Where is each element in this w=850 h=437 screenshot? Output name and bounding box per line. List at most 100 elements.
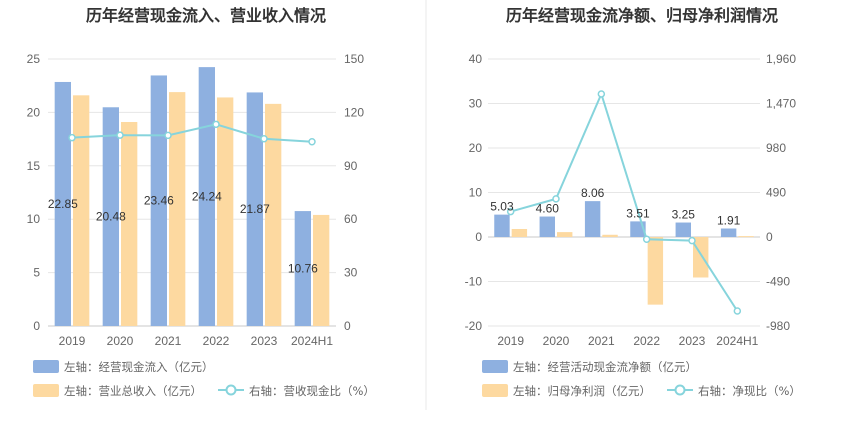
chart-1-data-label: 21.87 — [240, 202, 270, 216]
chart-2-right-tick-label: 980 — [766, 141, 786, 155]
chart-2-x-tick-label: 2022 — [633, 334, 660, 348]
chart-1-gridlines — [48, 58, 336, 327]
chart-2-data-label: 1.91 — [717, 214, 741, 228]
chart-1-ratio-point[interactable] — [260, 134, 268, 143]
chart-2-right-axis: -980 -490 0 490 980 1,470 1,960 — [766, 52, 796, 333]
chart-1-bar-secondary[interactable] — [169, 92, 186, 326]
chart-1: 历年经营现金流入、营业收入情况 0 5 10 15 20 25 0 30 60 90 120 150… — [27, 6, 375, 398]
chart-2-x-tick-label: 2024H1 — [716, 334, 758, 348]
chart-1-right-tick-label: 150 — [344, 52, 364, 66]
chart-1-ratio-line — [71, 123, 313, 143]
legend-label-revenue: 左轴：营业总收入（亿元） — [64, 384, 202, 398]
chart-2-bar-primary[interactable] — [584, 201, 601, 237]
chart-2-gridlines — [488, 58, 760, 327]
legend-item-net-cash-ratio[interactable]: 右轴：净现比（%） — [667, 384, 801, 398]
chart-2: 历年经营现金流净额、归母净利润情况 -20 -10 0 10 20 30 40 -980 -4… — [465, 6, 801, 398]
chart-1-left-tick-label: 10 — [27, 212, 41, 226]
chart-2-bar-secondary[interactable] — [511, 228, 528, 237]
legend-item-revenue[interactable]: 左轴：营业总收入（亿元） — [33, 384, 202, 398]
chart-2-right-tick-label: 1,470 — [766, 97, 796, 111]
legend-marker-cash-revenue-ratio — [225, 384, 237, 396]
chart-1-bar-secondary[interactable] — [73, 95, 90, 326]
chart-1-left-tick-label: 0 — [33, 319, 40, 333]
chart-1-bar-secondary[interactable] — [121, 122, 138, 327]
legend-swatch-revenue — [33, 384, 59, 397]
chart-1-bar-secondary[interactable] — [217, 97, 234, 326]
chart-1-ratio-point[interactable] — [212, 120, 220, 129]
chart-1-x-axis: 2019 2020 2021 2022 2023 2024H1 — [59, 334, 334, 348]
chart-2-right-tick-label: -980 — [766, 319, 790, 333]
chart-2-bar-secondary[interactable] — [602, 234, 618, 237]
chart-1-bar-primary[interactable] — [198, 67, 215, 327]
chart-2-x-tick-label: 2023 — [679, 334, 706, 348]
chart-2-ratio-point[interactable] — [733, 307, 742, 315]
chart-2-bar-primary[interactable] — [494, 214, 510, 237]
chart-2-bar-secondary[interactable] — [557, 232, 573, 237]
chart-1-data-labels: 22.85 20.48 23.46 24.24 21.87 10.76 — [48, 190, 318, 276]
chart-2-ratio-point[interactable] — [597, 90, 606, 98]
chart-2-x-tick-label: 2021 — [588, 334, 615, 348]
chart-2-bar-secondary[interactable] — [647, 237, 664, 305]
chart-2-bar-secondary[interactable] — [738, 236, 754, 238]
legend-label-cash-inflow: 左轴：经营现金流入（亿元） — [64, 360, 214, 374]
chart-1-ratio-point[interactable] — [164, 131, 172, 140]
chart-1-left-tick-label: 15 — [27, 159, 41, 173]
chart-1-data-label: 23.46 — [144, 194, 174, 208]
legend-item-operating-cash-flow[interactable]: 左轴：经营活动现金流净额（亿元） — [482, 360, 697, 374]
chart-1-ratio-point[interactable] — [116, 131, 124, 139]
chart-2-bar-primary[interactable] — [675, 222, 691, 237]
chart-2-left-tick-label: -10 — [465, 275, 483, 289]
legend-label-net-cash-ratio: 右轴：净现比（%） — [698, 384, 801, 398]
chart-1-ratio-point[interactable] — [68, 133, 76, 142]
chart-1-bar-primary[interactable] — [150, 75, 167, 326]
chart-2-ratio-point[interactable] — [688, 236, 696, 245]
legend-marker-net-cash-ratio — [674, 384, 686, 396]
chart-2-line-series — [506, 90, 742, 315]
chart-1-legend: 左轴：经营现金流入（亿元） 左轴：营业总收入（亿元） 右轴：营收现金比（%） — [33, 360, 375, 398]
chart-2-data-label: 4.60 — [536, 202, 560, 216]
legend-item-cash-revenue-ratio[interactable]: 右轴：营收现金比（%） — [218, 384, 375, 398]
chart-2-ratio-point[interactable] — [506, 207, 515, 216]
chart-1-bar-primary[interactable] — [294, 211, 311, 326]
chart-2-left-tick-label: 0 — [475, 230, 482, 244]
chart-1-bar-primary[interactable] — [102, 107, 119, 327]
chart-2-bars — [494, 201, 754, 305]
chart-1-data-label: 24.24 — [192, 190, 222, 204]
chart-1-bar-primary[interactable] — [246, 92, 263, 326]
chart-1-title: 历年经营现金流入、营业收入情况 — [86, 6, 326, 25]
chart-2-bar-secondary[interactable] — [693, 237, 709, 278]
chart-2-left-tick-label: 10 — [469, 186, 483, 200]
chart-2-left-tick-label: -20 — [465, 319, 483, 333]
chart-1-left-tick-label: 25 — [27, 52, 41, 66]
chart-1-ratio-point[interactable] — [308, 138, 316, 146]
chart-2-bar-primary[interactable] — [539, 216, 555, 237]
chart-1-data-label: 20.48 — [96, 210, 126, 224]
chart-2-left-tick-label: 20 — [469, 141, 483, 155]
legend-swatch-net-profit — [482, 384, 508, 397]
chart-1-right-tick-label: 90 — [344, 159, 358, 173]
chart-2-data-label: 8.06 — [581, 186, 605, 200]
chart-1-right-tick-label: 30 — [344, 266, 358, 280]
chart-2-data-label: 3.25 — [672, 208, 696, 222]
legend-label-operating-cash-flow: 左轴：经营活动现金流净额（亿元） — [513, 360, 697, 374]
chart-1-left-tick-label: 5 — [33, 266, 40, 280]
chart-2-ratio-point[interactable] — [642, 235, 651, 244]
chart-2-right-tick-label: 490 — [766, 186, 786, 200]
legend-item-cash-inflow[interactable]: 左轴：经营现金流入（亿元） — [33, 360, 214, 374]
chart-1-right-tick-label: 0 — [344, 319, 351, 333]
chart-1-bar-secondary[interactable] — [265, 103, 282, 326]
legend-item-net-profit[interactable]: 左轴：归母净利润（亿元） — [482, 384, 651, 398]
chart-2-left-tick-label: 40 — [469, 52, 483, 66]
chart-1-bar-secondary[interactable] — [313, 214, 330, 326]
legend-swatch-operating-cash-flow — [482, 360, 508, 373]
chart-2-left-tick-label: 30 — [469, 97, 483, 111]
chart-1-line-series — [68, 120, 316, 146]
chart-1-data-label: 10.76 — [288, 262, 318, 276]
chart-2-ratio-point[interactable] — [552, 195, 560, 203]
chart-2-legend: 左轴：经营活动现金流净额（亿元） 左轴：归母净利润（亿元） 右轴：净现比（%） — [482, 360, 801, 398]
chart-2-right-tick-label: 0 — [766, 230, 773, 244]
chart-2-bar-primary[interactable] — [720, 228, 737, 237]
chart-1-bar-primary[interactable] — [54, 81, 71, 326]
chart-2-x-tick-label: 2020 — [543, 334, 570, 348]
